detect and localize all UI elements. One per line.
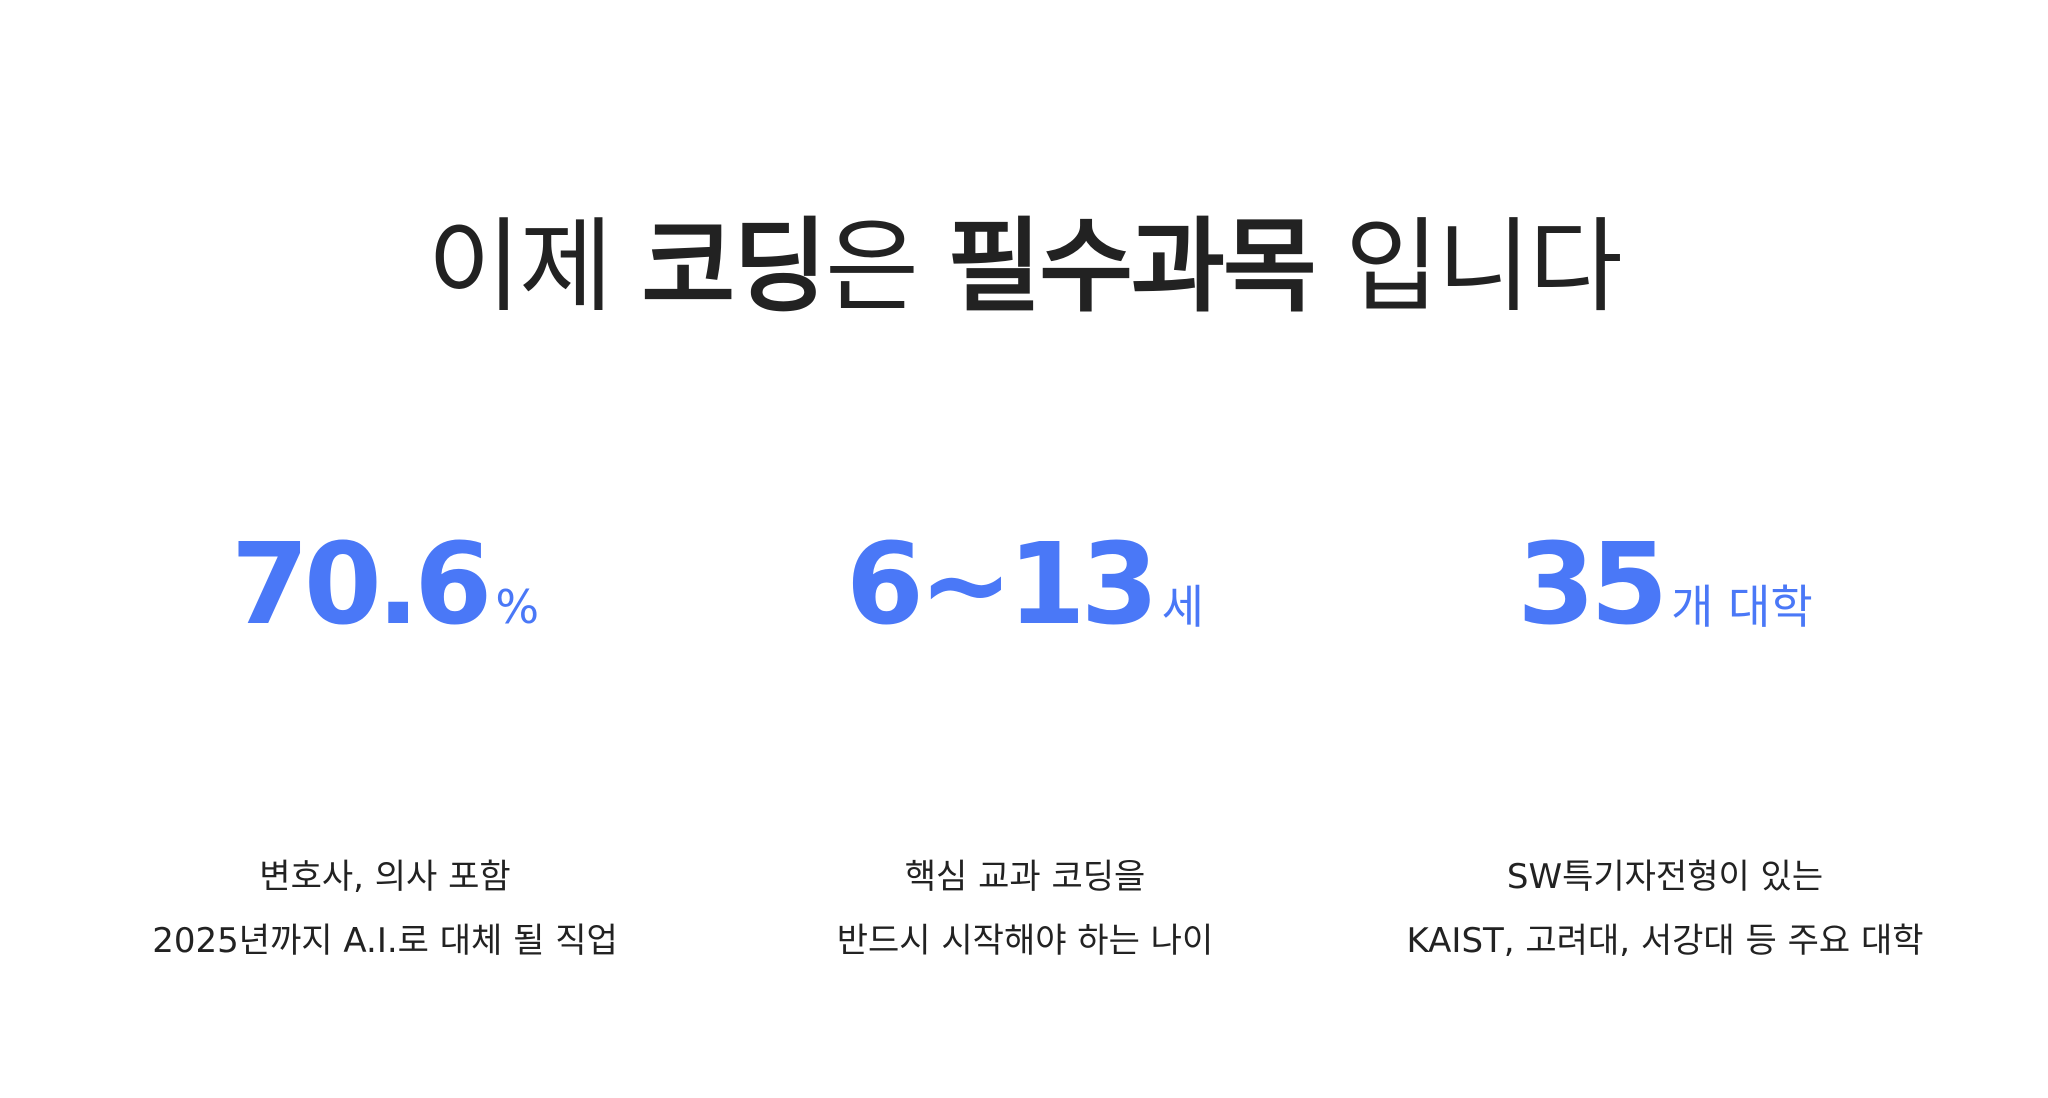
description-line-1: 변호사, 의사 포함 bbox=[259, 857, 511, 897]
headline-part-1: 이제 bbox=[427, 208, 642, 328]
stat-value: 6~13 bbox=[846, 520, 1159, 650]
stats-row: 70.6% 6~13 세 35 개 대학 bbox=[0, 520, 2048, 660]
headline-part-5: 입니다 bbox=[1314, 208, 1623, 328]
headline-part-3: 은 bbox=[825, 208, 948, 328]
stat-description-start-age: 핵심 교과 코딩을 반드시 시작해야 하는 나이 bbox=[705, 845, 1345, 973]
stat-description-universities: SW특기자전형이 있는 KAIST, 고려대, 서강대 등 주요 대학 bbox=[1345, 845, 1985, 973]
headline: 이제 코딩은 필수과목 입니다 bbox=[0, 208, 2048, 328]
description-line-1: SW특기자전형이 있는 bbox=[1506, 857, 1824, 897]
stat-replaced-jobs: 70.6% bbox=[65, 520, 705, 672]
description-line-2: KAIST, 고려대, 서강대 등 주요 대학 bbox=[1406, 921, 1924, 961]
stat-unit: 세 bbox=[1161, 580, 1204, 634]
stat-unit: % bbox=[495, 580, 540, 634]
stat-value: 35 bbox=[1517, 520, 1668, 650]
headline-keyword-required-subject: 필수과목 bbox=[947, 208, 1316, 328]
stat-value: 70.6 bbox=[230, 520, 492, 650]
description-line-2: 반드시 시작해야 하는 나이 bbox=[836, 921, 1214, 961]
stat-description-replaced-jobs: 변호사, 의사 포함 2025년까지 A.I.로 대체 될 직업 bbox=[65, 845, 705, 973]
headline-keyword-coding: 코딩 bbox=[641, 208, 827, 328]
description-line-2: 2025년까지 A.I.로 대체 될 직업 bbox=[152, 921, 618, 961]
stat-start-age: 6~13 세 bbox=[705, 520, 1345, 672]
stat-unit: 개 대학 bbox=[1671, 580, 1813, 634]
stat-universities: 35 개 대학 bbox=[1345, 520, 1985, 672]
description-line-1: 핵심 교과 코딩을 bbox=[904, 857, 1146, 897]
